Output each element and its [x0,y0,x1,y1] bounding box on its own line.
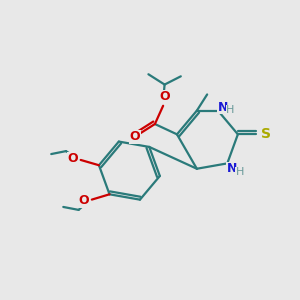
Text: O: O [68,152,78,165]
Text: S: S [260,127,271,141]
Text: N: N [218,100,229,114]
Text: O: O [159,90,170,104]
Text: O: O [79,194,89,207]
Text: N: N [226,162,237,175]
Text: H: H [226,105,235,115]
Text: O: O [130,130,140,143]
Text: H: H [236,167,244,177]
